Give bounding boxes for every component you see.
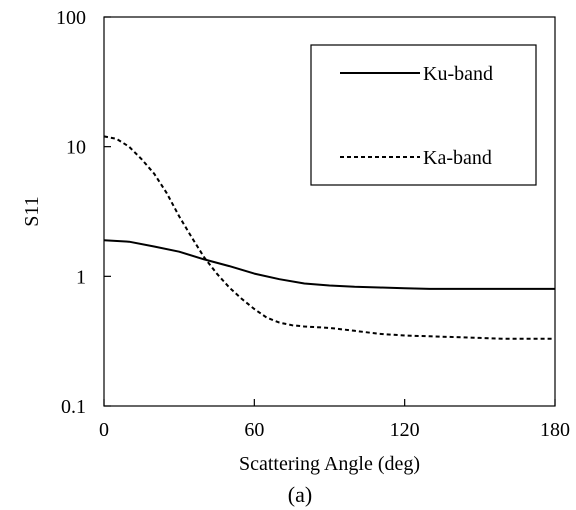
series-line-ka-band [103, 135, 555, 340]
series-lines [103, 135, 555, 340]
x-tick-label: 120 [390, 419, 420, 441]
ticks [103, 16, 556, 407]
tick-labels: 0 60 120 180 0.1 1 10 100 [56, 7, 570, 441]
y-tick-label: 0.1 [61, 396, 86, 418]
y-tick-label: 1 [76, 266, 86, 288]
series-line-ku-band [103, 239, 555, 290]
y-tick-label: 100 [56, 7, 86, 29]
y-axis-title: S11 [21, 196, 43, 226]
legend-box [310, 44, 537, 186]
x-axis-title: Scattering Angle (deg) [239, 453, 420, 475]
plot-area-frame [103, 16, 556, 407]
x-tick-label: 0 [99, 419, 109, 441]
figure-caption: (a) [288, 482, 312, 507]
legend-label-ka-band: Ka-band [423, 147, 492, 169]
x-tick-label: 60 [244, 419, 264, 441]
x-tick-label: 180 [540, 419, 570, 441]
y-tick-label: 10 [66, 137, 86, 159]
legend-label-ku-band: Ku-band [423, 63, 493, 85]
